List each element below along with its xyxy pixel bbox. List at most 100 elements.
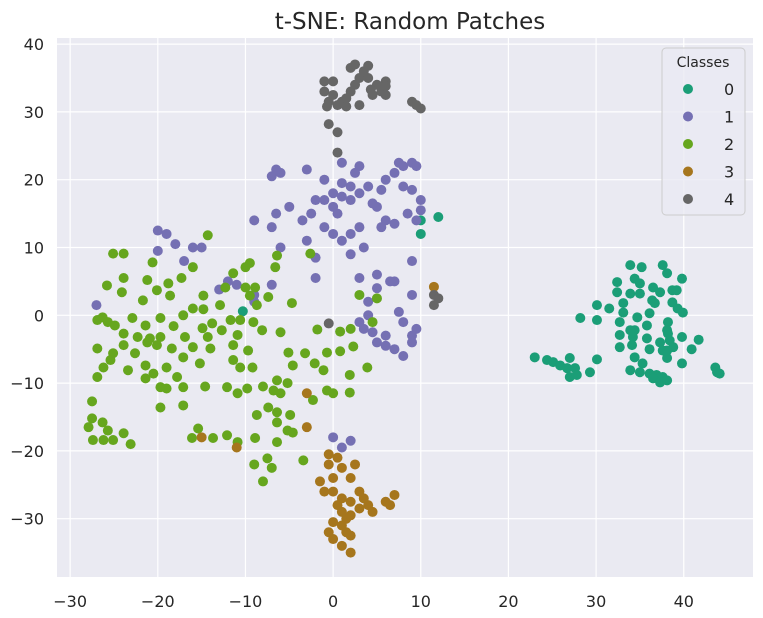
point-class-3: [345, 510, 356, 521]
point-class-2: [108, 248, 119, 259]
point-class-0: [632, 312, 643, 323]
point-class-2: [216, 325, 227, 336]
point-class-3: [345, 547, 356, 558]
legend-marker-4: [683, 194, 693, 204]
point-class-0: [433, 211, 444, 222]
point-class-0: [634, 278, 645, 289]
point-class-2: [92, 343, 103, 354]
point-class-2: [98, 362, 109, 373]
y-tick-label: 40: [24, 35, 44, 54]
point-class-2: [151, 285, 162, 296]
point-class-3: [231, 442, 242, 453]
point-class-0: [612, 277, 623, 288]
point-class-1: [354, 188, 365, 199]
point-class-0: [604, 303, 615, 314]
point-class-1: [319, 195, 330, 206]
point-class-2: [232, 388, 243, 399]
point-class-1: [407, 289, 418, 300]
point-class-0: [571, 369, 582, 380]
point-class-1: [354, 273, 365, 284]
point-class-2: [220, 282, 231, 293]
point-class-2: [235, 362, 246, 373]
point-class-2: [228, 268, 239, 279]
point-class-1: [275, 242, 286, 253]
point-class-3: [323, 459, 334, 470]
point-class-0: [634, 288, 645, 299]
point-class-4: [323, 318, 334, 329]
legend-marker-1: [683, 111, 693, 122]
point-class-2: [242, 383, 253, 394]
legend-title: Classes: [677, 55, 730, 71]
point-class-0: [671, 285, 682, 296]
x-tick-label: 40: [674, 592, 694, 611]
point-class-2: [225, 315, 236, 326]
point-class-2: [243, 345, 254, 356]
point-class-1: [301, 235, 312, 246]
point-class-2: [282, 378, 293, 389]
x-tick-label: 20: [498, 592, 518, 611]
point-class-2: [247, 362, 258, 373]
point-class-2: [165, 290, 176, 301]
point-class-4: [319, 86, 330, 97]
point-class-0: [637, 358, 648, 369]
point-class-1: [336, 235, 347, 246]
point-class-3: [354, 503, 365, 514]
point-class-2: [108, 435, 119, 446]
point-class-1: [336, 442, 347, 453]
point-class-1: [266, 222, 277, 233]
point-class-3: [328, 486, 339, 497]
point-class-3: [332, 452, 343, 463]
y-tick-label: 0: [34, 306, 44, 325]
point-class-3: [336, 540, 347, 551]
point-class-2: [109, 320, 120, 331]
point-class-1: [271, 164, 282, 175]
point-class-1: [376, 222, 387, 233]
point-class-2: [228, 340, 239, 351]
point-class-2: [222, 430, 233, 441]
point-class-0: [676, 358, 687, 369]
y-tick-label: 10: [24, 238, 44, 257]
point-class-2: [140, 360, 151, 371]
point-class-0: [591, 354, 602, 365]
point-class-2: [118, 273, 129, 284]
point-class-2: [362, 362, 373, 373]
point-class-0: [662, 328, 673, 339]
point-class-2: [371, 293, 382, 304]
point-class-0: [662, 317, 673, 328]
point-class-2: [367, 317, 378, 328]
series-class-1: [91, 157, 426, 453]
point-class-2: [142, 275, 153, 286]
point-class-0: [575, 313, 586, 324]
point-class-1: [196, 242, 207, 253]
point-class-2: [244, 290, 255, 301]
point-class-4: [321, 101, 332, 112]
point-class-4: [328, 76, 339, 87]
point-class-4: [415, 103, 426, 114]
point-class-2: [348, 341, 359, 352]
point-class-2: [168, 321, 179, 332]
point-class-2: [328, 388, 339, 399]
point-class-2: [344, 387, 355, 398]
y-axis: −30 −20 −10 0 10 20 30 40: [10, 35, 44, 529]
point-class-1: [385, 276, 396, 287]
point-class-1: [328, 432, 339, 443]
point-class-2: [272, 437, 283, 448]
point-class-0: [655, 287, 666, 298]
point-class-1: [284, 201, 295, 212]
point-class-1: [411, 161, 422, 172]
point-class-1: [345, 249, 356, 260]
point-class-2: [283, 347, 294, 358]
point-class-1: [371, 337, 382, 348]
point-class-2: [197, 323, 208, 334]
point-class-2: [178, 400, 189, 411]
point-class-0: [662, 268, 673, 279]
point-class-2: [155, 402, 166, 413]
point-class-2: [244, 258, 255, 269]
legend-box: [661, 47, 746, 216]
point-class-2: [176, 273, 187, 284]
point-class-0: [625, 260, 636, 271]
point-class-0: [237, 306, 248, 317]
point-class-2: [155, 313, 166, 324]
point-class-1: [411, 215, 422, 226]
